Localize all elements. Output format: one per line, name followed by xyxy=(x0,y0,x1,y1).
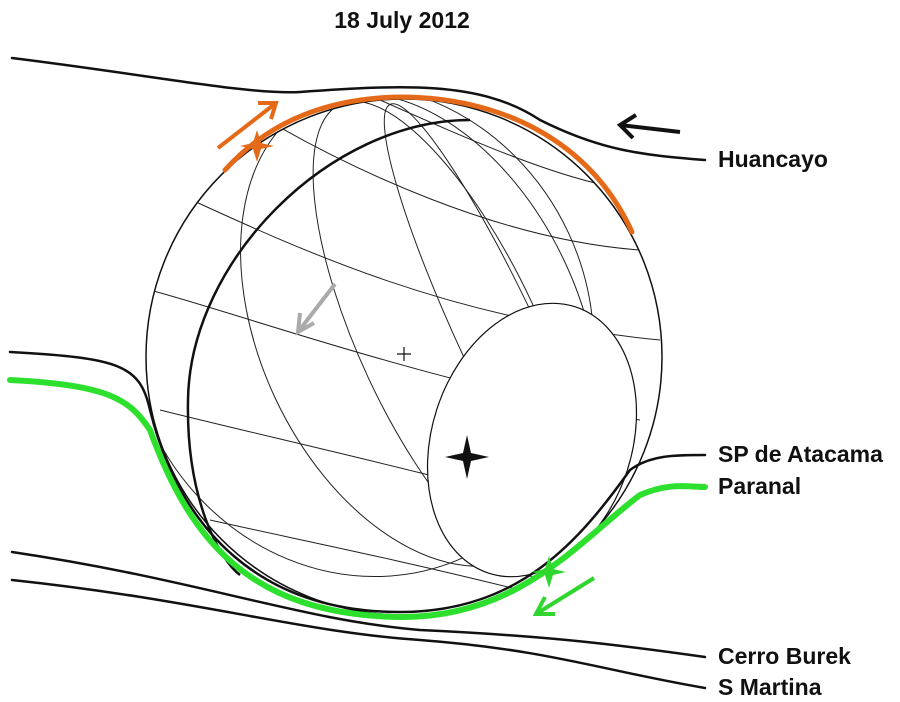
diagram: 18 July 2012 Hu xyxy=(0,0,900,702)
chord-label: Paranal xyxy=(718,473,801,499)
chord-label: Cerro Burek xyxy=(718,643,851,669)
body xyxy=(46,6,674,654)
chord-label: S Martina xyxy=(718,674,822,700)
chord-label: SP de Atacama xyxy=(718,441,883,467)
title: 18 July 2012 xyxy=(334,7,470,33)
chord-label: Huancayo xyxy=(718,146,828,172)
